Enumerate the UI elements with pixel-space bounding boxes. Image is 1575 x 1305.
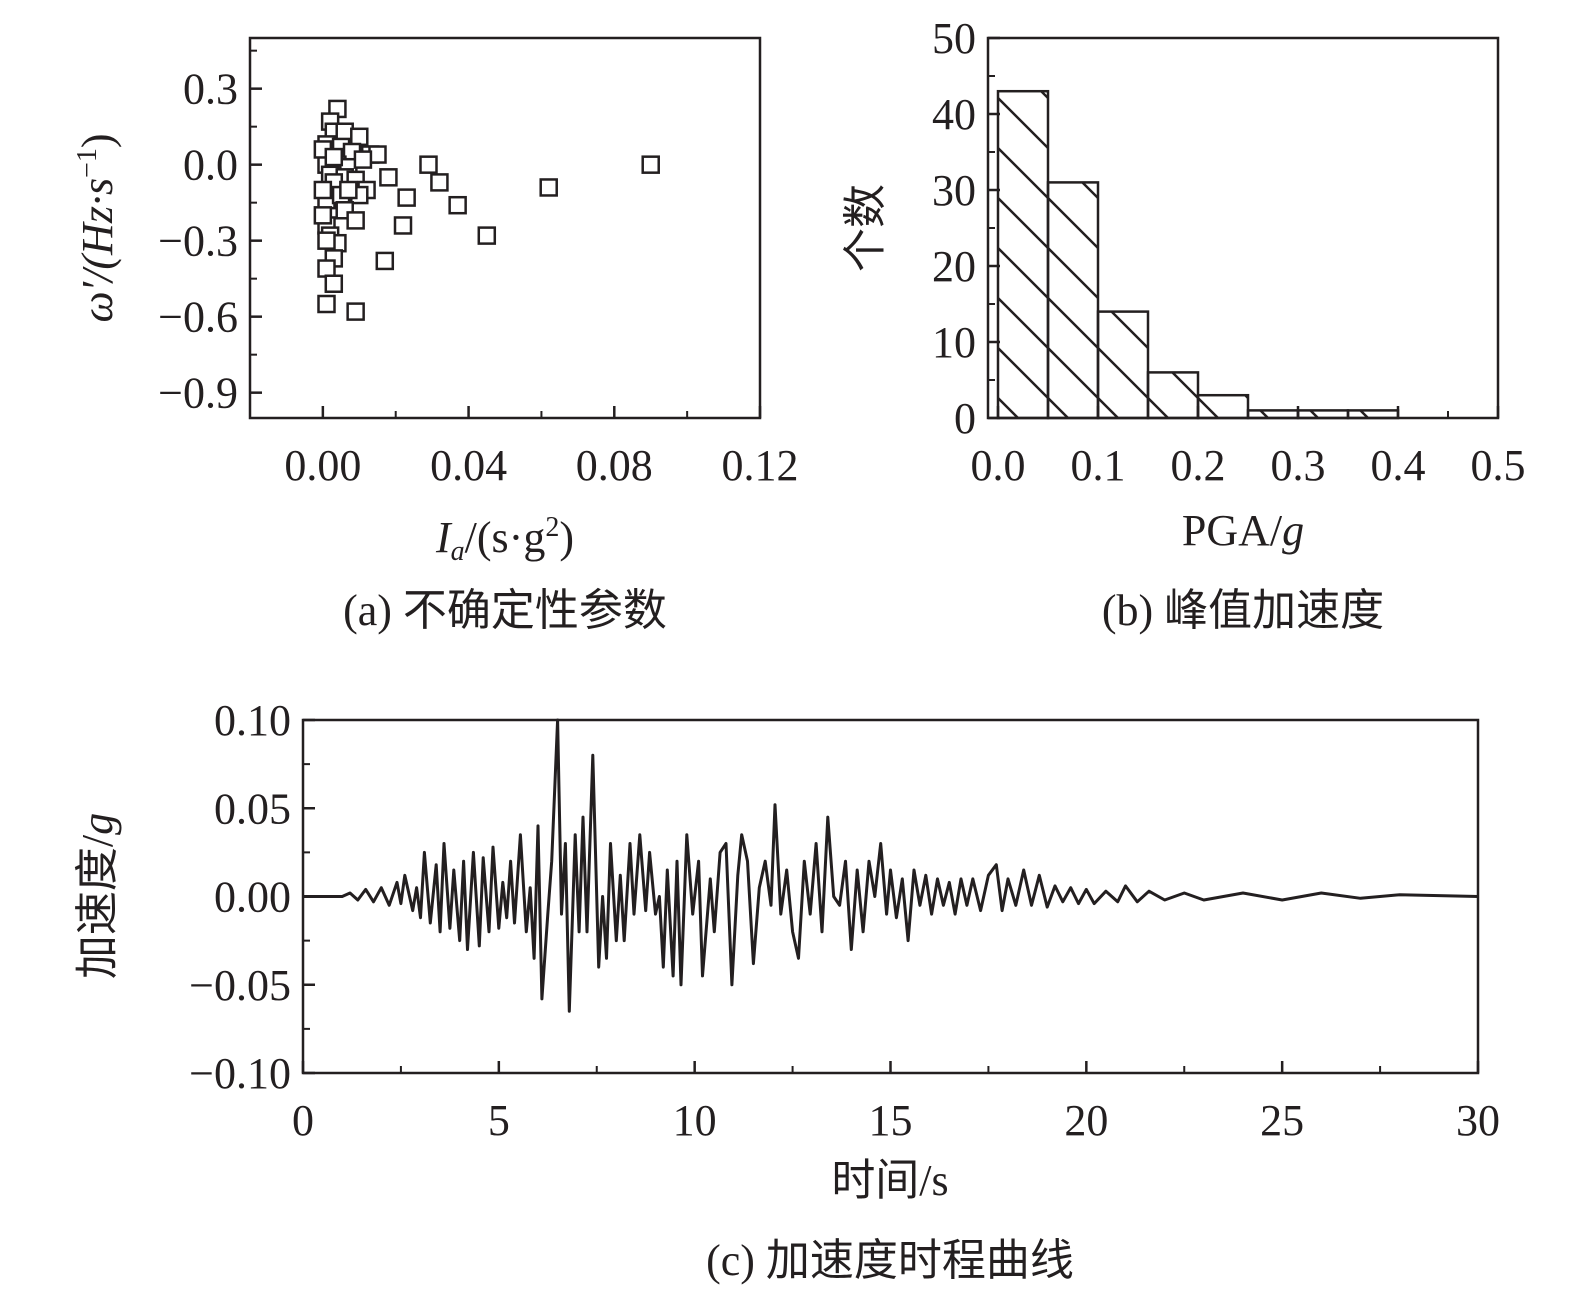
y-axis-label-a: ω′/(Hz·s−1) (72, 133, 122, 322)
scatter-point (313, 180, 333, 200)
scatter-point (641, 155, 660, 174)
scatter-point (539, 178, 558, 197)
y-tick-label: 0.10 (214, 696, 291, 745)
scatter-point (393, 216, 413, 235)
scatter-point (379, 168, 398, 187)
x-tick-label: 0.2 (1171, 441, 1226, 490)
x-axis-label-b: PGA/g (1182, 506, 1304, 555)
x-tick-label: 15 (869, 1096, 913, 1145)
scatter-point (375, 251, 395, 271)
plot-frame (248, 36, 762, 420)
x-tick-label: 0.08 (576, 441, 653, 490)
x-tick-label: 10 (673, 1096, 717, 1145)
scatter-point (346, 302, 365, 321)
y-tick-label: 0.0 (183, 141, 238, 190)
scatter-point (317, 294, 336, 314)
axes-b: 0.0 0.1 0.2 0.3 0.4 0.5 0 10 20 30 40 50 (932, 14, 1526, 490)
y-tick-label: 20 (932, 242, 976, 291)
histogram-bar (1146, 371, 1200, 420)
scatter-point (353, 150, 373, 169)
scatter-point (350, 127, 369, 147)
x-tick-label: 0.1 (1071, 441, 1126, 490)
histogram-bars (996, 89, 1400, 420)
x-tick-label: 5 (488, 1096, 510, 1145)
axes-c: 0 5 10 15 20 25 30 0.10 0.05 0.00 −0.05 −0.10 (189, 696, 1500, 1145)
x-tick-label: 0.3 (1271, 441, 1326, 490)
y-tick-label: −0.10 (189, 1049, 291, 1098)
x-tick-label: 0.4 (1371, 441, 1426, 490)
scatter-point (397, 188, 416, 207)
y-tick-label: 0 (954, 394, 976, 443)
scatter-points (313, 99, 660, 321)
scatter-point (430, 173, 449, 192)
scatter-point (477, 226, 497, 245)
acceleration-line (303, 718, 1479, 1013)
y-tick-label: 10 (932, 318, 976, 367)
histogram-chart-b: 0.0 0.1 0.2 0.3 0.4 0.5 0 10 20 30 40 50 PGA/g 个数 (… (841, 14, 1526, 635)
scatter-point (324, 274, 344, 293)
x-axis-label-c: 时间/s (831, 1156, 948, 1205)
y-tick-label: 0.3 (183, 65, 238, 114)
x-tick-label: 0.12 (722, 441, 799, 490)
x-tick-label: 0.5 (1471, 441, 1526, 490)
scatter-point (317, 259, 336, 278)
histogram-bar (1046, 181, 1100, 420)
y-tick-label: 0.05 (214, 784, 291, 833)
scatter-point (324, 147, 344, 167)
caption-b: (b) 峰值加速度 (1102, 586, 1384, 635)
x-tick-label: 0.00 (284, 441, 361, 490)
scatter-point (313, 206, 333, 225)
y-tick-label: 50 (932, 14, 976, 63)
histogram-bar (1096, 310, 1150, 420)
y-tick-label: −0.3 (158, 217, 238, 266)
axes-a: 0.00 0.04 0.08 0.12 0.3 0.0 −0.3 −0.6 −0.9 (158, 36, 799, 490)
x-tick-label: 25 (1260, 1096, 1304, 1145)
histogram-bar (1196, 393, 1250, 420)
scatter-point (317, 231, 336, 250)
x-tick-label: 20 (1064, 1096, 1108, 1145)
scatter-point (448, 195, 467, 215)
scatter-chart-a: 0.00 0.04 0.08 0.12 0.3 0.0 −0.3 −0.6 −0.9 Ia/(s… (72, 36, 799, 635)
y-tick-label: −0.05 (189, 961, 291, 1010)
y-tick-label: −0.9 (158, 369, 238, 418)
histogram-bar (996, 89, 1050, 420)
y-tick-label: −0.6 (158, 293, 238, 342)
scatter-point (346, 211, 365, 230)
caption-a: (a) 不确定性参数 (343, 586, 667, 635)
acceleration-series (303, 718, 1479, 1013)
y-tick-label: 0.00 (214, 873, 291, 922)
caption-c: (c) 加速度时程曲线 (706, 1236, 1074, 1285)
line-chart-c: 0 5 10 15 20 25 300.100.050.00−0.05−0.10 时间/s … (73, 696, 1500, 1285)
x-axis-label-a: Ia/(s·g2) (435, 512, 574, 567)
x-tick-label: 0.04 (430, 441, 507, 490)
y-tick-label: 30 (932, 166, 976, 215)
y-axis-label-b: 个数 (841, 184, 890, 272)
y-axis-label-c: 加速度/g (73, 813, 122, 979)
scatter-point (339, 180, 358, 200)
y-tick-label: 40 (932, 90, 976, 139)
scatter-point (419, 155, 438, 174)
x-tick-label: 30 (1456, 1096, 1500, 1145)
x-tick-label: 0 (292, 1096, 314, 1145)
x-tick-label: 0.0 (971, 441, 1026, 490)
